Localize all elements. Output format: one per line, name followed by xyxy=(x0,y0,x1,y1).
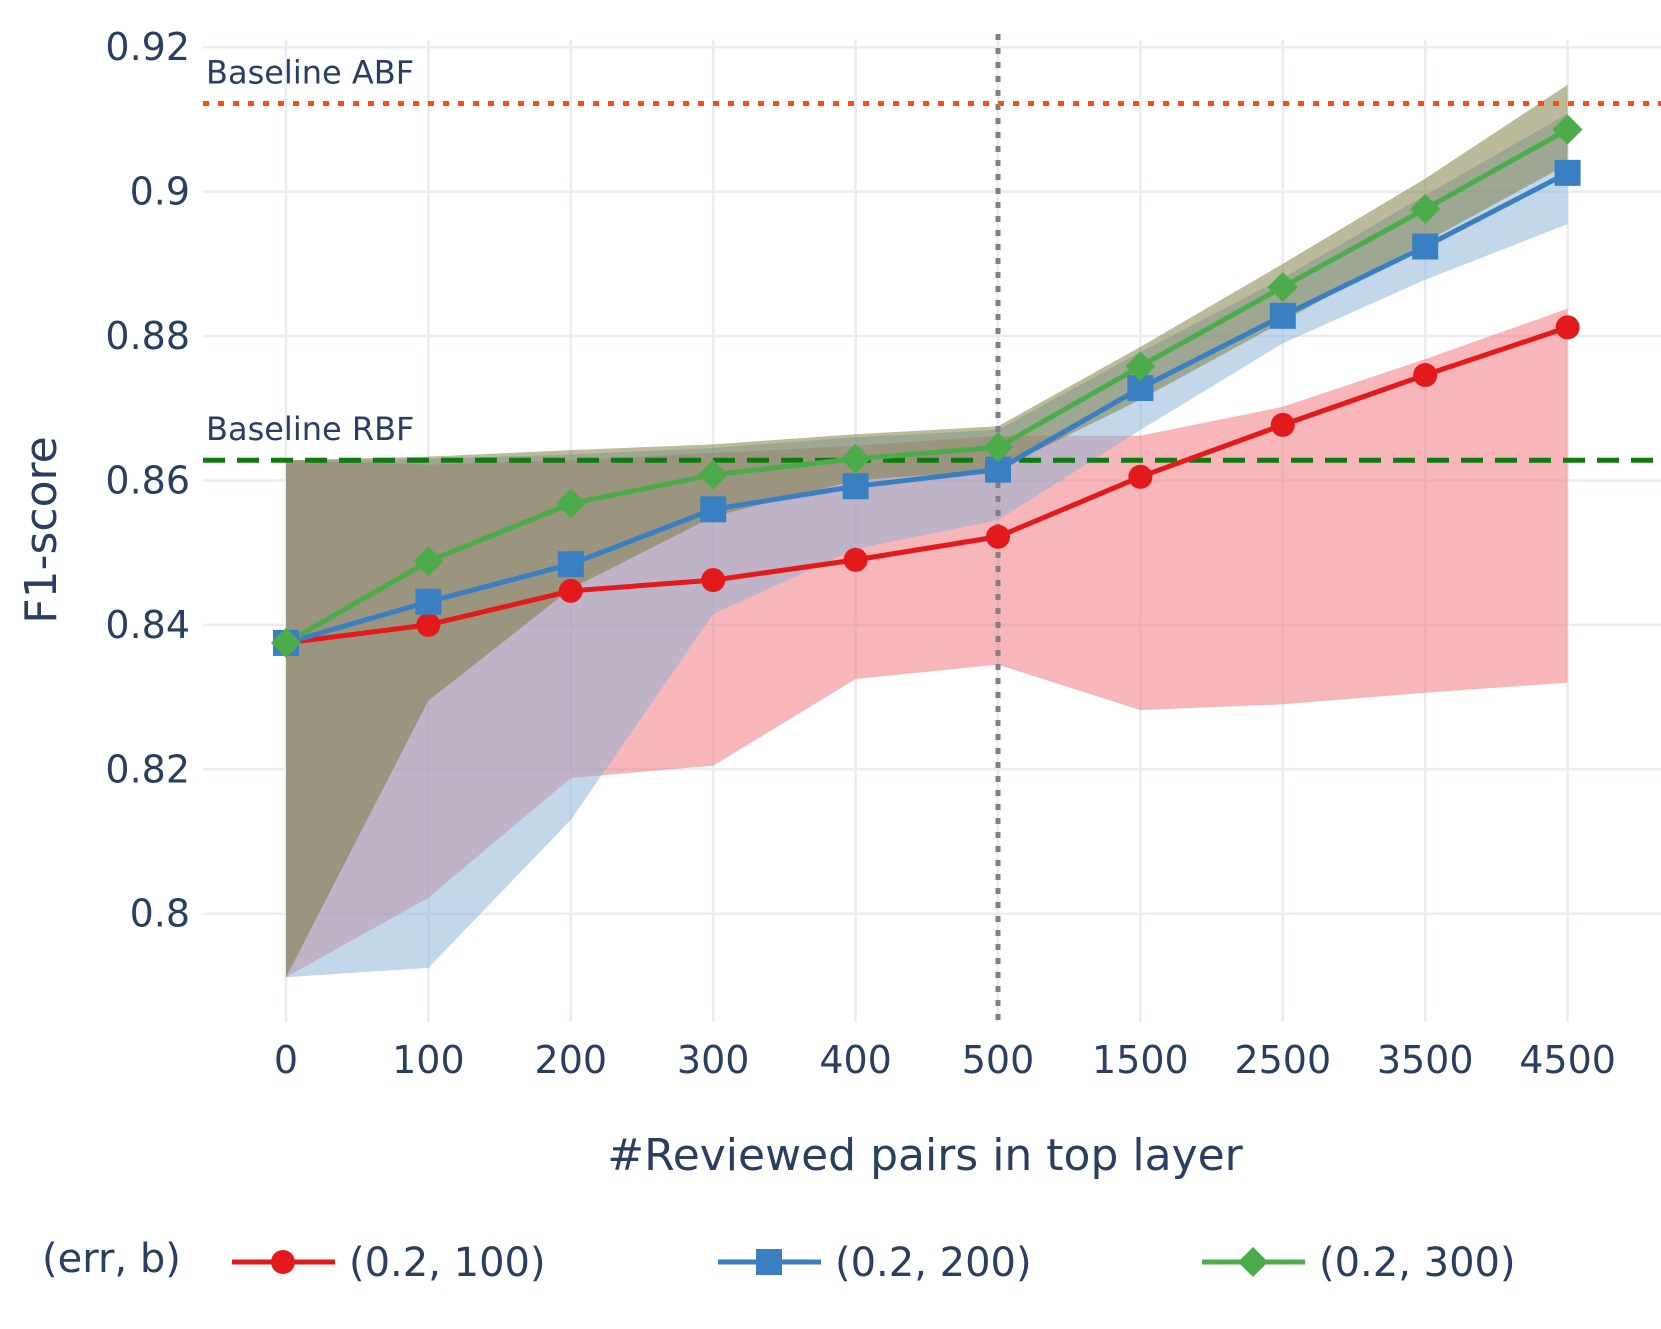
y-tick-label: 0.84 xyxy=(105,603,190,647)
x-tick-label: 3500 xyxy=(1377,1038,1474,1082)
x-tick-label: 4500 xyxy=(1519,1038,1616,1082)
data-point-marker xyxy=(1128,464,1153,489)
series-markers xyxy=(271,114,1583,658)
y-tick-label: 0.9 xyxy=(130,170,190,214)
x-tick-label: 400 xyxy=(819,1038,892,1082)
x-tick-label: 100 xyxy=(392,1038,465,1082)
legend-title: (err, b) xyxy=(42,1236,181,1282)
baseline-label: Baseline ABF xyxy=(206,54,414,92)
data-point-marker xyxy=(1269,302,1296,329)
x-tick-label: 200 xyxy=(535,1038,608,1082)
y-tick-label: 0.88 xyxy=(105,314,190,358)
data-point-marker xyxy=(1270,412,1295,437)
confidence-bands xyxy=(286,84,1568,978)
x-tick-label: 2500 xyxy=(1234,1038,1331,1082)
data-point-marker xyxy=(1554,159,1581,186)
axis-ticks: 0 100 200 300 400 500 1500 2500 3500 4500 0.92 0.9 0… xyxy=(105,25,1616,1082)
x-tick-label: 1500 xyxy=(1092,1038,1189,1082)
data-point-marker xyxy=(271,1250,295,1274)
data-point-marker xyxy=(415,588,442,615)
data-point-marker xyxy=(700,496,727,523)
y-tick-label: 0.92 xyxy=(105,25,190,69)
x-tick-label: 300 xyxy=(677,1038,750,1082)
y-tick-label: 0.82 xyxy=(105,747,190,791)
data-point-marker xyxy=(1413,363,1438,388)
data-point-marker xyxy=(1125,351,1156,382)
data-point-marker xyxy=(1410,193,1441,224)
series-line xyxy=(284,127,1569,646)
x-tick-label: 500 xyxy=(962,1038,1035,1082)
x-tick-label: 0 xyxy=(274,1038,298,1082)
data-point-marker xyxy=(986,524,1010,549)
data-point-marker xyxy=(756,1249,782,1275)
legend-entry-label: (0.2, 100) xyxy=(349,1240,546,1286)
data-point-marker xyxy=(983,432,1013,463)
series-line xyxy=(285,170,1569,646)
data-point-marker xyxy=(843,547,868,572)
data-point-marker xyxy=(1238,1247,1268,1277)
data-point-marker xyxy=(698,459,729,490)
baseline-label: Baseline RBF xyxy=(206,410,414,448)
y-tick-label: 0.86 xyxy=(105,458,190,502)
data-point-marker xyxy=(557,551,584,578)
data-point-marker xyxy=(271,627,301,658)
data-point-marker xyxy=(416,612,441,637)
data-point-marker xyxy=(1555,315,1580,340)
data-point-marker xyxy=(842,473,869,500)
data-point-marker xyxy=(1552,114,1583,145)
data-point-marker xyxy=(701,568,726,593)
data-point-marker xyxy=(555,488,586,519)
legend-entry-label: (0.2, 300) xyxy=(1319,1240,1516,1286)
legend-entry-label: (0.2, 200) xyxy=(835,1240,1032,1286)
data-point-marker xyxy=(558,578,583,603)
y-axis-title: F1-score xyxy=(16,436,67,623)
y-tick-label: 0.8 xyxy=(130,892,190,936)
data-point-marker xyxy=(1267,271,1298,302)
x-axis-title: #Reviewed pairs in top layer xyxy=(607,1130,1243,1181)
data-point-marker xyxy=(840,443,871,474)
data-point-marker xyxy=(1412,233,1439,260)
series-lines xyxy=(284,127,1569,646)
legend: (err, b) (0.2, 100) (0.2, 200) (0.2, 300) xyxy=(42,1236,1516,1286)
data-point-marker xyxy=(413,546,444,577)
series-line xyxy=(285,325,1569,646)
